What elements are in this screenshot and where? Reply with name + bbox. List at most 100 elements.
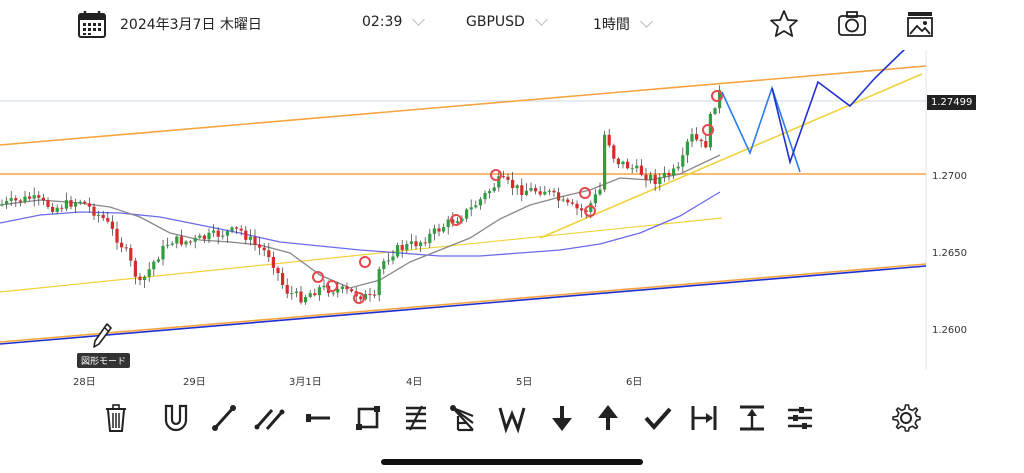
candle-body (460, 218, 464, 222)
pencil-icon[interactable] (91, 322, 113, 350)
price-label: 1.2650 (932, 248, 967, 259)
x-axis-label: 28日 (73, 377, 96, 388)
signal-marker (711, 90, 723, 102)
ma-yellow-line (0, 217, 723, 293)
candle-body (46, 200, 50, 207)
fib-fan-icon[interactable] (446, 402, 478, 434)
candle-body (368, 294, 372, 296)
chevron-down-icon (412, 13, 426, 26)
candle-body (396, 245, 400, 257)
support-trendline[interactable] (539, 73, 923, 239)
candle-body (437, 228, 441, 232)
symbol-selector[interactable]: GBPUSD (466, 13, 548, 30)
candle-body (55, 207, 59, 212)
signal-marker (353, 292, 365, 304)
candle-body (552, 190, 556, 193)
candle-body (276, 267, 280, 274)
candle-body (612, 145, 616, 159)
star-icon[interactable] (768, 8, 800, 40)
candle-body (37, 195, 41, 198)
rectangle-icon[interactable] (352, 402, 384, 434)
candle-body (718, 90, 722, 109)
candle-body (92, 206, 96, 216)
candle-body (538, 191, 542, 195)
signal-marker (490, 169, 502, 181)
fibonacci-icon[interactable] (400, 402, 432, 434)
candle-body (524, 190, 528, 195)
candle-body (225, 231, 229, 236)
candle-body (676, 166, 680, 169)
candle-body (32, 195, 36, 199)
candle-body (483, 193, 487, 200)
candle-body (566, 199, 570, 203)
candle-body (97, 214, 101, 216)
arrow-up-icon[interactable] (592, 402, 624, 434)
candle-body (557, 192, 561, 201)
gear-icon[interactable] (890, 402, 922, 434)
camera-icon[interactable] (836, 8, 868, 40)
candle-body (244, 230, 248, 240)
candle-body (239, 228, 243, 231)
time-selector[interactable]: 02:39 (362, 13, 426, 30)
check-icon[interactable] (642, 402, 674, 434)
ma-blue-line (0, 191, 721, 257)
gallery-icon[interactable] (904, 8, 936, 40)
x-axis-label: 6日 (626, 377, 643, 388)
candle-body (87, 203, 91, 207)
candle-body (497, 176, 501, 188)
wave-icon[interactable] (496, 402, 528, 434)
candle-body (584, 210, 588, 212)
line-icon[interactable] (208, 402, 240, 434)
candle-body (423, 242, 427, 244)
channel-lower-orange-line[interactable] (0, 263, 927, 343)
candle-body (248, 236, 252, 240)
candle-body (662, 172, 666, 178)
forecast-path-light[interactable] (721, 85, 801, 173)
candle-body (649, 174, 653, 180)
candle-body (156, 259, 160, 262)
home-indicator (381, 459, 643, 465)
candle-body (501, 176, 505, 178)
candle-body (179, 236, 183, 245)
candle-body (281, 273, 285, 285)
range-h-icon[interactable] (688, 402, 720, 434)
range-v-icon[interactable] (736, 402, 768, 434)
horizontal-line-icon[interactable] (302, 402, 334, 434)
price-chart[interactable] (0, 50, 1024, 396)
candle-body (474, 205, 478, 208)
channel-lower-navy-line[interactable] (0, 265, 927, 345)
calendar-icon[interactable] (76, 8, 108, 40)
candle-body (363, 294, 367, 300)
candle-body (331, 292, 335, 294)
drawing-toolbar (0, 396, 1024, 440)
drawing-mode-badge[interactable]: 図形モード (77, 353, 131, 368)
parallel-lines-icon[interactable] (254, 402, 286, 434)
candle-body (124, 247, 128, 249)
candle-body (607, 134, 611, 146)
candle-body (419, 242, 423, 247)
candle-body (138, 276, 142, 281)
candle-body (147, 269, 151, 277)
candle-body (69, 200, 73, 207)
candle-body (515, 185, 519, 189)
candle-body (704, 141, 708, 148)
candle-body (207, 232, 211, 240)
timeframe-selector[interactable]: 1時間 (593, 14, 653, 34)
candle-body (221, 235, 225, 237)
candle-body (271, 257, 275, 268)
trash-icon[interactable] (100, 402, 132, 434)
arrow-down-icon[interactable] (546, 402, 578, 434)
candle-body (299, 291, 303, 303)
candle-body (575, 203, 579, 209)
candle-body (175, 236, 179, 244)
signal-marker (312, 271, 324, 283)
candle-body (653, 174, 657, 184)
settings-list-icon[interactable] (784, 402, 816, 434)
candle-body (74, 202, 78, 207)
forecast-path-navy[interactable] (771, 50, 906, 165)
candle-body (340, 286, 344, 289)
channel-upper-line[interactable] (0, 65, 927, 146)
x-axis-label: 3月1日 (289, 377, 322, 388)
signal-marker (450, 214, 462, 226)
magnet-icon[interactable] (160, 402, 192, 434)
